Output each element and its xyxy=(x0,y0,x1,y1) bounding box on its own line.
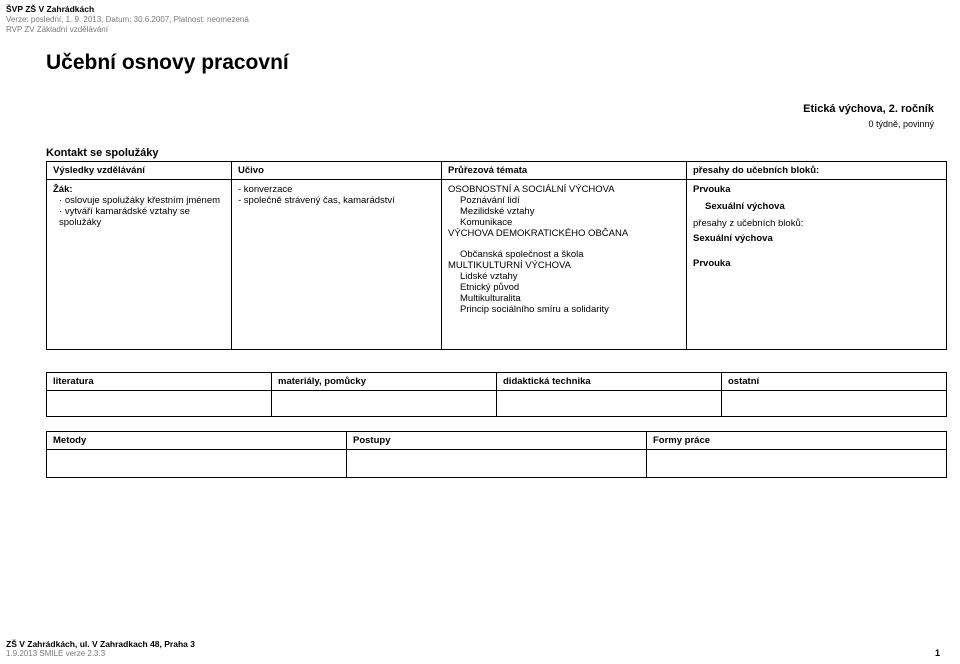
cell-presahy: Prvouka Sexuální výchova přesahy z učebn… xyxy=(687,179,947,349)
footer-school: ZŠ V Zahrádkách, ul. V Zahradkach 48, Pr… xyxy=(6,639,195,649)
curriculum-table: Výsledky vzdělávání Učivo Průřezová téma… xyxy=(46,161,947,350)
th-literatura: literatura xyxy=(47,372,272,390)
th-ucivo: Učivo xyxy=(232,161,442,179)
th-postupy: Postupy xyxy=(347,431,647,449)
subject-year: Etická výchova, 2. ročník xyxy=(46,103,934,115)
page-footer: ZŠ V Zahrádkách, ul. V Zahradkach 48, Pr… xyxy=(6,639,195,658)
vysledky-item: vytváří kamarádské vztahy se spolužáky xyxy=(59,206,225,228)
presahy-z-title: přesahy z učebních bloků: xyxy=(693,218,940,229)
th-ostatni: ostatní xyxy=(722,372,947,390)
presahy-z-subject: Sexuální výchova xyxy=(693,233,940,244)
cell-metody xyxy=(47,449,347,477)
th-formy: Formy práce xyxy=(647,431,947,449)
zak-label: Žák: xyxy=(53,184,225,195)
th-vysledky: Výsledky vzdělávání xyxy=(47,161,232,179)
presahy-z-subject: Prvouka xyxy=(693,258,940,269)
tema-item: Princip sociálního smíru a solidarity xyxy=(460,304,680,315)
vysledky-item: oslovuje spolužáky křestním jménem xyxy=(59,195,225,206)
page-number: 1 xyxy=(935,648,940,658)
th-presahy: přesahy do učebních bloků: xyxy=(687,161,947,179)
cell-ostatni xyxy=(722,390,947,416)
cell-postupy xyxy=(347,449,647,477)
doc-header-title: ŠVP ZŠ V Zahrádkách xyxy=(6,4,960,15)
footer-version: 1.9.2013 SMILE verze 2.3.3 xyxy=(6,649,195,658)
section-title: Kontakt se spolužáky xyxy=(46,147,940,159)
page-title: Učební osnovy pracovní xyxy=(46,51,940,75)
tema-item: Etnický původ xyxy=(460,282,680,293)
cell-materialy xyxy=(272,390,497,416)
th-temata: Průřezová témata xyxy=(442,161,687,179)
tema-block-title: OSOBNOSTNÍ A SOCIÁLNÍ VÝCHOVA xyxy=(448,184,680,195)
doc-header-rvp: RVP ZV Základní vzdělávání xyxy=(6,25,960,35)
methods-table: Metody Postupy Formy práce xyxy=(46,431,947,478)
presahy-do-detail: Sexuální výchova xyxy=(705,201,940,212)
cell-temata: OSOBNOSTNÍ A SOCIÁLNÍ VÝCHOVA Poznávání … xyxy=(442,179,687,349)
th-didakticka: didaktická technika xyxy=(497,372,722,390)
ucivo-item: - společně strávený čas, kamarádství xyxy=(238,195,435,206)
tema-block-title: MULTIKULTURNÍ VÝCHOVA xyxy=(448,260,680,271)
tema-item: Občanská společnost a škola xyxy=(460,249,680,260)
th-metody: Metody xyxy=(47,431,347,449)
tema-item: Komunikace xyxy=(460,217,680,228)
schedule: 0 týdně, povinný xyxy=(46,119,934,129)
literature-table: literatura materiály, pomůcky didaktická… xyxy=(46,372,947,417)
presahy-do-subject: Prvouka xyxy=(693,184,940,195)
cell-didakticka xyxy=(497,390,722,416)
cell-literatura xyxy=(47,390,272,416)
cell-formy xyxy=(647,449,947,477)
doc-header-version: Verze: poslední, 1. 9. 2013, Datum: 30.6… xyxy=(6,15,960,25)
tema-item: Poznávání lidí xyxy=(460,195,680,206)
tema-item: Mezilidské vztahy xyxy=(460,206,680,217)
tema-item: Multikulturalita xyxy=(460,293,680,304)
tema-block-title: VÝCHOVA DEMOKRATICKÉHO OBČANA xyxy=(448,228,680,239)
cell-ucivo: - konverzace - společně strávený čas, ka… xyxy=(232,179,442,349)
cell-vysledky: Žák: oslovuje spolužáky křestním jménem … xyxy=(47,179,232,349)
ucivo-item: - konverzace xyxy=(238,184,435,195)
tema-item: Lidské vztahy xyxy=(460,271,680,282)
th-materialy: materiály, pomůcky xyxy=(272,372,497,390)
